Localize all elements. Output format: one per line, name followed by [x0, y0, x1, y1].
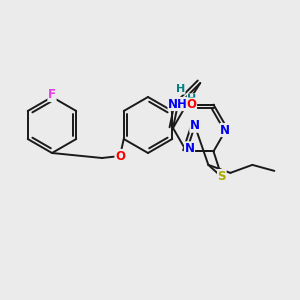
Text: F: F	[48, 88, 56, 101]
Text: NH: NH	[168, 98, 188, 110]
Text: O: O	[187, 98, 196, 111]
Text: H: H	[176, 84, 185, 94]
Text: H: H	[188, 94, 196, 104]
Text: N: N	[190, 119, 200, 132]
Text: S: S	[218, 169, 226, 183]
Text: O: O	[115, 149, 125, 163]
Text: N: N	[184, 142, 194, 155]
Text: N: N	[220, 124, 230, 136]
